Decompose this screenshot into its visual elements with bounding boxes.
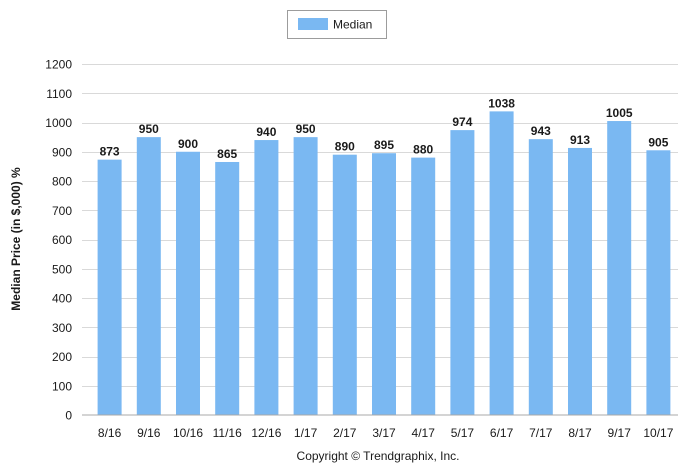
bar (293, 137, 318, 416)
bar (97, 159, 122, 415)
bar (528, 139, 553, 416)
data-labels: 873 950 900 865 940 950 890 895 880 974 1038 943 913… (100, 96, 669, 161)
y-tick-label: 700 (52, 204, 72, 218)
data-label: 950 (296, 122, 316, 136)
data-label: 1038 (488, 96, 515, 110)
y-tick-label: 800 (52, 175, 72, 189)
y-tick-label: 600 (52, 233, 72, 247)
x-tick-label: 9/17 (608, 426, 632, 440)
bar (136, 137, 161, 416)
bar (176, 151, 200, 415)
x-tick-label: 12/16 (251, 426, 281, 440)
x-tick-label: 2/17 (333, 426, 357, 440)
x-tick-label: 4/17 (412, 426, 436, 440)
bar (332, 154, 357, 415)
legend-swatch (298, 18, 328, 30)
bar (411, 157, 436, 415)
legend-label: Median (333, 18, 372, 32)
data-label: 905 (648, 135, 668, 149)
y-tick-label: 1000 (45, 116, 72, 130)
bar (215, 161, 240, 415)
x-tick-label: 1/17 (294, 426, 318, 440)
x-tick-label: 8/17 (568, 426, 592, 440)
x-tick-label: 9/16 (137, 426, 161, 440)
data-label: 873 (100, 145, 120, 159)
data-label: 880 (413, 143, 433, 157)
x-axis-ticks: 8/16 9/16 10/16 11/16 12/16 1/17 2/17 3/17 4/17 5… (98, 426, 674, 440)
data-label: 900 (178, 137, 198, 151)
x-tick-label: 10/16 (173, 426, 203, 440)
y-tick-label: 300 (52, 321, 72, 335)
data-label: 943 (531, 124, 551, 138)
y-tick-label: 500 (52, 262, 72, 276)
x-tick-label: 8/16 (98, 426, 122, 440)
data-label: 1005 (606, 106, 633, 120)
bar (489, 111, 514, 415)
bar (607, 121, 632, 415)
data-label: 890 (335, 140, 355, 154)
x-tick-label: 6/17 (490, 426, 514, 440)
y-tick-label: 1200 (45, 58, 72, 72)
x-tick-label: 3/17 (372, 426, 396, 440)
data-label: 865 (217, 147, 237, 161)
x-tick-label: 10/17 (643, 426, 673, 440)
y-tick-label: 1100 (46, 87, 72, 101)
bar (450, 130, 475, 416)
x-tick-label: 11/16 (213, 426, 242, 440)
y-tick-label: 0 (65, 409, 72, 423)
data-label: 950 (139, 122, 159, 136)
data-label: 913 (570, 133, 590, 147)
copyright-text: Copyright © Trendgraphix, Inc. (297, 449, 460, 463)
legend: Median (287, 10, 387, 39)
y-tick-label: 400 (52, 292, 72, 306)
x-tick-label: 5/17 (451, 426, 475, 440)
bar (372, 153, 396, 415)
bars (97, 111, 671, 416)
data-label: 974 (452, 115, 472, 129)
y-tick-label: 100 (52, 379, 72, 393)
bar (646, 150, 671, 416)
bar (254, 140, 279, 416)
y-axis-label: Median Price (in $,000) % (9, 167, 23, 311)
data-label: 940 (256, 125, 276, 139)
y-tick-label: 200 (52, 350, 72, 364)
y-axis-ticks: 0 100 200 300 400 500 600 700 800 900 1000 1100 1200 (45, 58, 72, 423)
bar (568, 147, 592, 415)
data-label: 895 (374, 138, 394, 152)
y-tick-label: 900 (52, 145, 72, 159)
x-tick-label: 7/17 (529, 426, 553, 440)
